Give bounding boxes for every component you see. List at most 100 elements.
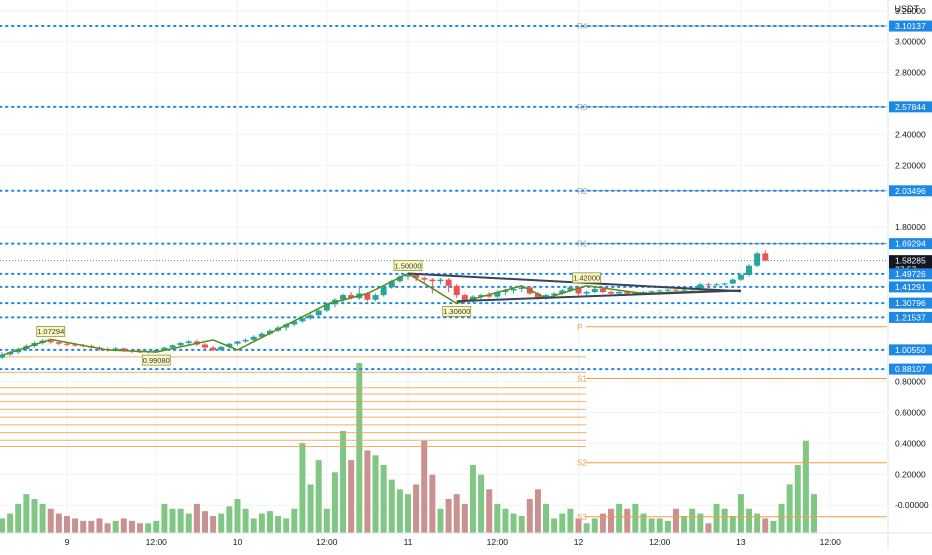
y-tick-label: 1.80000 (895, 222, 926, 232)
price-label-box (889, 238, 932, 250)
candle-body (632, 292, 639, 294)
candle-body (534, 293, 541, 299)
volume-bar (754, 513, 761, 533)
volume-bar (469, 465, 476, 533)
price-label: 0.88107 (895, 364, 926, 374)
volume-bar (624, 508, 631, 533)
zigzag-label: 1.07294 (37, 327, 64, 336)
candle-body (323, 304, 330, 311)
volume-bar (153, 520, 160, 533)
zigzag-label: 1.30600 (443, 307, 470, 316)
x-tick-label: 12:00 (487, 537, 509, 547)
y-tick-label: 0.20000 (895, 469, 926, 479)
volume-bar (583, 523, 590, 533)
volume-bar (608, 508, 614, 533)
price-label-box (889, 268, 932, 280)
volume-bar (372, 455, 379, 533)
volume-bar (137, 523, 144, 533)
volume-bar (502, 508, 509, 533)
volume-bar (145, 523, 152, 533)
candle-body (372, 295, 379, 300)
volume-bar (250, 518, 257, 533)
candle-body (226, 343, 233, 347)
volume-bar (307, 484, 314, 533)
volume-bar (713, 503, 720, 533)
volume-bar (697, 513, 704, 533)
x-tick-label: 12:00 (820, 537, 842, 547)
candle-body (421, 278, 428, 280)
volume-bar (291, 508, 298, 533)
volume-bar (794, 465, 801, 533)
volume-bar (120, 518, 127, 533)
volume-bar (63, 516, 70, 533)
candle-body (380, 287, 387, 296)
volume-bar (429, 474, 436, 533)
candle-body (299, 318, 306, 322)
candle-body (640, 291, 647, 293)
candle-body (575, 287, 582, 294)
candle-body (461, 295, 468, 302)
price-axis[interactable]: USDT 3.20000 3.00000 2.80000 2.40000 2.20000… (887, 0, 932, 550)
candle-body (543, 295, 550, 299)
candle-body (0, 354, 5, 358)
candle-body (177, 342, 184, 346)
y-tick-label: 3.20000 (895, 6, 926, 16)
price-label-box (889, 255, 932, 267)
candle-body (599, 288, 606, 292)
volume-bar (656, 518, 663, 533)
volume-bar (47, 508, 54, 533)
volume-bar (299, 443, 306, 533)
volume-bar (453, 494, 460, 533)
volume-bar (340, 431, 347, 533)
volume-bar (737, 494, 744, 533)
candle-body (315, 310, 322, 316)
candle-body (413, 274, 420, 279)
x-tick-label: 12:00 (649, 537, 671, 547)
candle-body (348, 295, 355, 299)
candle-body (72, 344, 79, 346)
volume-bar (534, 489, 541, 533)
volume-bar (437, 508, 444, 533)
candle-body (616, 291, 623, 294)
candle-body (608, 291, 614, 294)
candle-body (705, 284, 712, 286)
volume-bar (543, 503, 550, 533)
y-tick-label: 0.60000 (895, 407, 926, 417)
price-label: 2.03496 (895, 186, 926, 196)
price-label-box (889, 20, 932, 32)
candle-body (405, 274, 411, 277)
volume-bar (616, 503, 623, 533)
zigzag-label: 1.42000 (573, 274, 600, 283)
volume-bar (575, 518, 582, 533)
y-tick-label: -0.00000 (895, 500, 929, 510)
volume-bar (210, 516, 217, 533)
volume-bar (323, 508, 330, 533)
volume-bar (80, 520, 87, 533)
price-label-box (889, 311, 932, 323)
time-axis[interactable]: 9 12:00 10 12:00 11 12:00 12 12:00 13 12:00 (0, 532, 932, 547)
volume-bar (591, 518, 598, 533)
zigzag-label-box (36, 326, 66, 337)
volume-bar (494, 503, 501, 533)
currency-label: USDT (895, 4, 920, 14)
volume-bar (356, 363, 363, 533)
volume-bar (762, 518, 769, 533)
volume-bar (315, 460, 322, 533)
volume-bar (526, 499, 533, 533)
candle-body (307, 315, 314, 319)
candle-body (697, 284, 704, 289)
horizontal-levels (0, 25, 888, 371)
volume-bar (567, 508, 574, 533)
volume-bar (72, 518, 79, 533)
candle-body (120, 348, 127, 351)
volume-bar (96, 518, 103, 533)
volume-bar (599, 513, 606, 533)
x-tick-label: 11 (404, 537, 413, 547)
volume-bar (234, 499, 241, 533)
volume-bar (23, 494, 30, 533)
candle-body (242, 339, 249, 342)
volume-bar (632, 503, 639, 533)
candle-body (291, 321, 298, 325)
